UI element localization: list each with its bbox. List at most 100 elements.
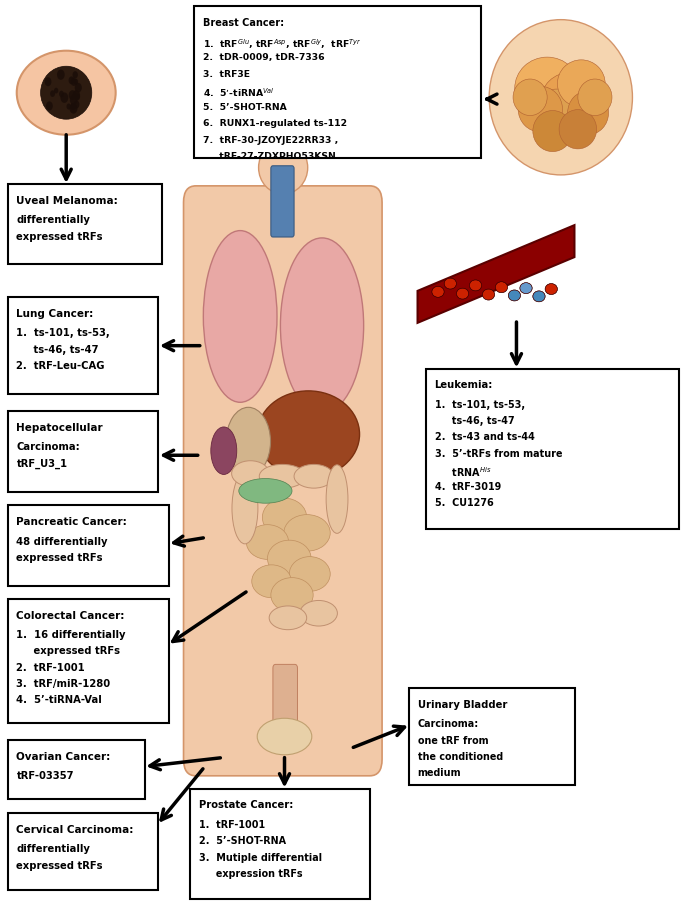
Text: expressed tRFs: expressed tRFs <box>16 646 121 656</box>
Circle shape <box>45 77 51 86</box>
Text: Carcinoma:: Carcinoma: <box>418 719 479 729</box>
Text: Urinary Bladder: Urinary Bladder <box>418 700 507 710</box>
Text: differentially: differentially <box>16 845 90 855</box>
Text: Lung Cancer:: Lung Cancer: <box>16 309 94 319</box>
Ellipse shape <box>482 289 495 300</box>
Text: 7.  tRF-30-JZOYJE22RR33 ,: 7. tRF-30-JZOYJE22RR33 , <box>203 136 338 145</box>
Text: 48 differentially: 48 differentially <box>16 537 108 547</box>
Text: 2.  tDR-0009, tDR-7336: 2. tDR-0009, tDR-7336 <box>203 53 324 62</box>
Ellipse shape <box>514 57 580 119</box>
Ellipse shape <box>269 606 307 629</box>
Ellipse shape <box>513 79 547 115</box>
Polygon shape <box>418 225 575 322</box>
Text: 1.  tRF-1001: 1. tRF-1001 <box>199 820 265 830</box>
FancyBboxPatch shape <box>409 688 575 785</box>
Circle shape <box>46 102 53 111</box>
Text: expressed tRFs: expressed tRFs <box>16 861 103 871</box>
FancyBboxPatch shape <box>8 740 145 799</box>
Text: medium: medium <box>418 769 461 779</box>
Ellipse shape <box>558 60 605 107</box>
Circle shape <box>75 93 80 101</box>
Ellipse shape <box>533 111 573 152</box>
Ellipse shape <box>258 141 308 194</box>
Ellipse shape <box>520 283 532 294</box>
Circle shape <box>68 90 76 100</box>
Ellipse shape <box>518 86 562 132</box>
Text: Prostate Cancer:: Prostate Cancer: <box>199 801 294 811</box>
FancyBboxPatch shape <box>273 664 297 725</box>
Ellipse shape <box>267 540 311 577</box>
Circle shape <box>70 95 77 105</box>
Ellipse shape <box>258 718 312 755</box>
Text: 3.  tRF/miR-1280: 3. tRF/miR-1280 <box>16 679 110 689</box>
FancyBboxPatch shape <box>426 368 679 529</box>
Circle shape <box>68 76 75 84</box>
Ellipse shape <box>16 50 116 135</box>
Circle shape <box>57 70 64 80</box>
Ellipse shape <box>271 578 313 612</box>
Text: tRF_U3_1: tRF_U3_1 <box>16 459 68 469</box>
FancyBboxPatch shape <box>8 506 169 586</box>
Ellipse shape <box>247 525 288 560</box>
Ellipse shape <box>578 79 612 115</box>
Text: 2.  ts-43 and ts-44: 2. ts-43 and ts-44 <box>434 432 534 442</box>
Text: 2.  tRF-1001: 2. tRF-1001 <box>16 662 85 672</box>
Text: Pancreatic Cancer:: Pancreatic Cancer: <box>16 518 127 528</box>
FancyBboxPatch shape <box>271 166 294 237</box>
Text: Ovarian Cancer:: Ovarian Cancer: <box>16 752 111 762</box>
Text: 2.  5’-SHOT-RNA: 2. 5’-SHOT-RNA <box>199 836 286 846</box>
Text: expressed tRFs: expressed tRFs <box>16 232 103 242</box>
Text: 3.  tRF3E: 3. tRF3E <box>203 70 249 79</box>
Ellipse shape <box>489 19 632 175</box>
Circle shape <box>75 82 82 93</box>
Ellipse shape <box>444 278 456 289</box>
Circle shape <box>73 79 78 85</box>
Ellipse shape <box>40 66 92 119</box>
Text: 2.  tRF-Leu-CAG: 2. tRF-Leu-CAG <box>16 361 105 371</box>
Ellipse shape <box>258 391 360 477</box>
Text: ts-46, ts-47: ts-46, ts-47 <box>16 344 99 354</box>
Text: 1.  16 differentially: 1. 16 differentially <box>16 629 126 639</box>
Ellipse shape <box>280 238 364 413</box>
Ellipse shape <box>508 290 521 301</box>
Ellipse shape <box>530 89 585 142</box>
Text: Hepatocellular: Hepatocellular <box>16 423 103 433</box>
Text: expressed tRFs: expressed tRFs <box>16 553 103 563</box>
Text: 4.  5’-tiRNA-Val: 4. 5’-tiRNA-Val <box>16 695 102 705</box>
Ellipse shape <box>540 72 601 132</box>
Text: Colorectal Cancer:: Colorectal Cancer: <box>16 610 125 620</box>
Text: tRF-27-ZDXPHO53KSN: tRF-27-ZDXPHO53KSN <box>203 152 336 161</box>
FancyBboxPatch shape <box>8 411 158 492</box>
Text: tRNA$^{His}$: tRNA$^{His}$ <box>434 465 491 479</box>
Ellipse shape <box>262 498 307 537</box>
Circle shape <box>69 103 77 114</box>
Ellipse shape <box>568 91 608 135</box>
Text: one tRF from: one tRF from <box>418 736 488 746</box>
Ellipse shape <box>252 565 291 598</box>
Text: 1.  ts-101, ts-53,: 1. ts-101, ts-53, <box>434 399 525 409</box>
Ellipse shape <box>289 557 330 592</box>
Ellipse shape <box>469 280 482 291</box>
Ellipse shape <box>232 473 258 544</box>
Ellipse shape <box>226 408 271 475</box>
Ellipse shape <box>203 231 277 402</box>
Text: 4.  tRF-3019: 4. tRF-3019 <box>434 482 501 492</box>
Ellipse shape <box>300 601 338 626</box>
Circle shape <box>50 91 55 97</box>
FancyBboxPatch shape <box>8 298 158 394</box>
Ellipse shape <box>495 282 508 293</box>
Text: the conditioned: the conditioned <box>418 752 503 762</box>
Ellipse shape <box>211 427 237 474</box>
Text: 1.  ts-101, ts-53,: 1. ts-101, ts-53, <box>16 328 110 338</box>
Circle shape <box>73 90 80 100</box>
Ellipse shape <box>259 464 306 488</box>
Circle shape <box>60 93 68 103</box>
FancyBboxPatch shape <box>8 599 169 723</box>
Text: 3.  5’-tRFs from mature: 3. 5’-tRFs from mature <box>434 449 562 459</box>
Ellipse shape <box>284 515 330 551</box>
Ellipse shape <box>533 291 545 302</box>
Ellipse shape <box>559 110 597 149</box>
Circle shape <box>71 104 75 110</box>
Text: 3.  Mutiple differential: 3. Mutiple differential <box>199 853 323 863</box>
Text: 1.  tRF$^{Glu}$, tRF$^{Asp}$, tRF$^{Gly}$,  tRF$^{Tyr}$: 1. tRF$^{Glu}$, tRF$^{Asp}$, tRF$^{Gly}$… <box>203 37 361 50</box>
